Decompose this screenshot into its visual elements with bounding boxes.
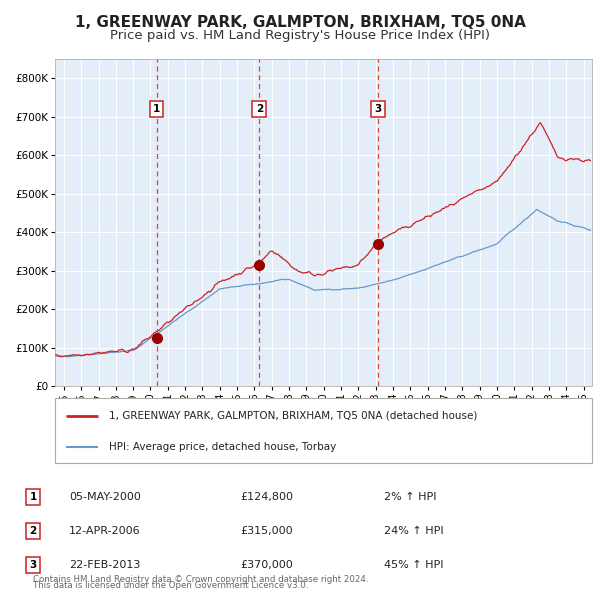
Text: This data is licensed under the Open Government Licence v3.0.: This data is licensed under the Open Gov… [33, 581, 308, 590]
Text: Price paid vs. HM Land Registry's House Price Index (HPI): Price paid vs. HM Land Registry's House … [110, 30, 490, 42]
Text: 05-MAY-2000: 05-MAY-2000 [69, 492, 141, 502]
Text: Contains HM Land Registry data © Crown copyright and database right 2024.: Contains HM Land Registry data © Crown c… [33, 575, 368, 584]
Text: 3: 3 [374, 104, 382, 114]
Text: 2: 2 [256, 104, 263, 114]
Text: £315,000: £315,000 [240, 526, 293, 536]
Text: 1, GREENWAY PARK, GALMPTON, BRIXHAM, TQ5 0NA (detached house): 1, GREENWAY PARK, GALMPTON, BRIXHAM, TQ5… [109, 411, 477, 421]
FancyBboxPatch shape [55, 398, 592, 463]
Text: 2% ↑ HPI: 2% ↑ HPI [384, 492, 437, 502]
Text: 22-FEB-2013: 22-FEB-2013 [69, 560, 140, 570]
Text: 2: 2 [29, 526, 37, 536]
Text: HPI: Average price, detached house, Torbay: HPI: Average price, detached house, Torb… [109, 442, 336, 452]
Text: 1: 1 [153, 104, 160, 114]
Text: 45% ↑ HPI: 45% ↑ HPI [384, 560, 443, 570]
Text: 1, GREENWAY PARK, GALMPTON, BRIXHAM, TQ5 0NA: 1, GREENWAY PARK, GALMPTON, BRIXHAM, TQ5… [74, 15, 526, 30]
Text: 12-APR-2006: 12-APR-2006 [69, 526, 140, 536]
Text: £124,800: £124,800 [240, 492, 293, 502]
Text: £370,000: £370,000 [240, 560, 293, 570]
Text: 24% ↑ HPI: 24% ↑ HPI [384, 526, 443, 536]
Text: 1: 1 [29, 492, 37, 502]
Text: 3: 3 [29, 560, 37, 570]
